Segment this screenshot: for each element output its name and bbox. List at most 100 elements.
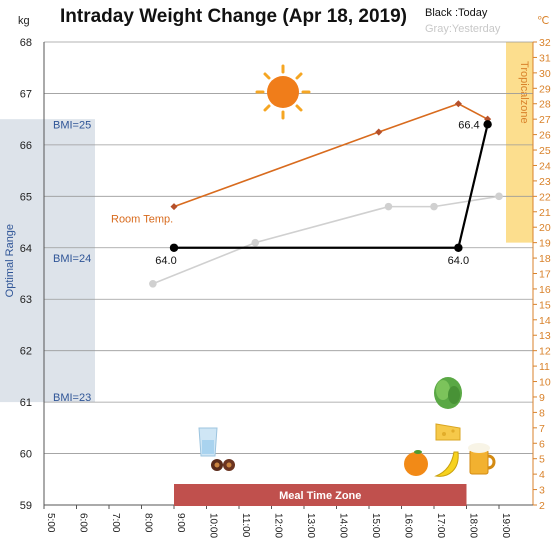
yesterday-point (430, 202, 438, 211)
today-data-label: 64.0 (155, 255, 176, 267)
left-tick-label: 68 (20, 37, 32, 49)
room-temp-point (170, 203, 178, 211)
x-tick-label: 13:00 (305, 513, 316, 538)
x-tick-label: 10:00 (208, 513, 219, 538)
today-data-label: 66.4 (458, 119, 479, 131)
yesterday-line (152, 195, 500, 285)
meal-time-zone-label: Meal Time Zone (279, 490, 361, 502)
grid-lines (44, 41, 533, 506)
x-tick-label: 15:00 (370, 513, 381, 538)
right-tick-label: 3 (539, 485, 545, 497)
bmi-label: BMI=24 (53, 253, 91, 265)
right-tick-labels: 2345678910111213141516171819202122232425… (533, 37, 551, 512)
sun-icon (255, 64, 311, 120)
bmi-labels: BMI=25 BMI=24 BMI=23 (53, 119, 91, 404)
yesterday-point (149, 279, 157, 288)
tropical-zone-band (506, 42, 533, 243)
meal-time-zone-band (174, 484, 467, 506)
right-tick-label: 7 (539, 423, 545, 435)
room-temp-point (375, 128, 383, 136)
right-tick-label: 22 (539, 191, 551, 203)
right-tick-label: 17 (539, 269, 551, 281)
room-temp-label: Room Temp. (111, 214, 173, 226)
right-tick-label: 11 (539, 361, 550, 373)
x-tick-label: 12:00 (273, 513, 284, 538)
chart-title: Intraday Weight Change (Apr 18, 2019) (60, 6, 407, 27)
orange-icon (404, 450, 428, 476)
left-tick-label: 60 (20, 449, 32, 461)
right-tick-label: 31 (539, 52, 551, 64)
left-tick-label: 62 (20, 346, 32, 358)
room-temp-point (454, 100, 462, 108)
banana-icon (434, 451, 459, 477)
x-tick-label: 17:00 (435, 513, 446, 538)
legend-today: Black :Today (425, 7, 488, 19)
x-tick-label: 5:00 (45, 513, 56, 533)
right-tick-label: 5 (539, 454, 545, 466)
x-tick-label: 16:00 (403, 513, 414, 538)
right-tick-label: 13 (539, 330, 551, 342)
x-tick-labels: 5:00 6:00 7:00 8:00 9:00 10:00 11:00 12:00 13:00… (43, 505, 511, 538)
cheese-icon (435, 423, 461, 441)
tropical-zone-label: Tropicalzone (518, 61, 530, 124)
left-tick-labels: 59 60 61 62 63 64 65 66 67 68 (20, 37, 32, 512)
bmi-label: BMI=25 (53, 119, 91, 131)
x-tick-label: 18:00 (468, 513, 479, 538)
right-tick-label: 27 (539, 114, 551, 126)
left-tick-label: 63 (20, 294, 32, 306)
right-tick-label: 9 (539, 392, 545, 404)
right-tick-label: 26 (539, 130, 551, 142)
x-tick-label: 7:00 (110, 513, 121, 533)
right-tick-label: 12 (539, 346, 551, 358)
optimal-range-label: Optimal Range (4, 224, 16, 297)
right-tick-label: 21 (539, 207, 551, 219)
today-line (174, 124, 489, 249)
right-tick-label: 32 (539, 37, 551, 49)
today-point (483, 120, 492, 129)
right-tick-label: 28 (539, 99, 551, 111)
right-axis-unit: ℃ (537, 15, 549, 27)
chocolate-icon (211, 459, 235, 471)
bmi-label: BMI=23 (53, 392, 91, 404)
optimal-range-band (0, 119, 95, 403)
left-tick-label: 65 (20, 191, 32, 203)
right-tick-label: 19 (539, 238, 551, 250)
today-point (454, 243, 463, 252)
left-tick-label: 59 (20, 500, 32, 512)
right-tick-label: 29 (539, 83, 551, 95)
x-tick-label: 6:00 (78, 513, 89, 533)
right-tick-label: 20 (539, 222, 551, 234)
x-tick-label: 9:00 (175, 513, 186, 533)
x-tick-label: 8:00 (143, 513, 154, 533)
right-tick-label: 15 (539, 299, 551, 311)
right-tick-label: 30 (539, 68, 551, 80)
today-data-label: 64.0 (448, 255, 469, 267)
left-axis-unit: kg (18, 15, 30, 27)
x-tick-label: 11:00 (240, 513, 251, 538)
right-tick-label: 2 (539, 500, 545, 512)
left-tick-label: 67 (20, 88, 32, 100)
yesterday-point (384, 202, 393, 211)
series-layer: 64.0 64.0 66.4 (149, 100, 503, 288)
left-tick-label: 61 (20, 397, 32, 409)
yesterday-point (495, 192, 503, 201)
right-tick-label: 6 (539, 438, 545, 450)
right-tick-label: 4 (539, 469, 545, 481)
water-glass-icon (198, 427, 218, 457)
left-tick-label: 64 (20, 243, 32, 255)
right-tick-label: 18 (539, 253, 551, 265)
yesterday-point (251, 238, 260, 247)
right-tick-label: 14 (539, 315, 551, 327)
right-tick-label: 8 (539, 407, 545, 419)
legend-yesterday: Gray:Yesterday (425, 23, 501, 35)
right-tick-label: 25 (539, 145, 551, 157)
x-tick-label: 14:00 (338, 513, 349, 538)
lettuce-icon (434, 377, 462, 409)
right-tick-label: 16 (539, 284, 551, 296)
room_temp-line (173, 102, 488, 208)
right-tick-label: 24 (539, 160, 551, 172)
today-point (169, 243, 179, 252)
x-tick-label: 19:00 (500, 513, 511, 538)
